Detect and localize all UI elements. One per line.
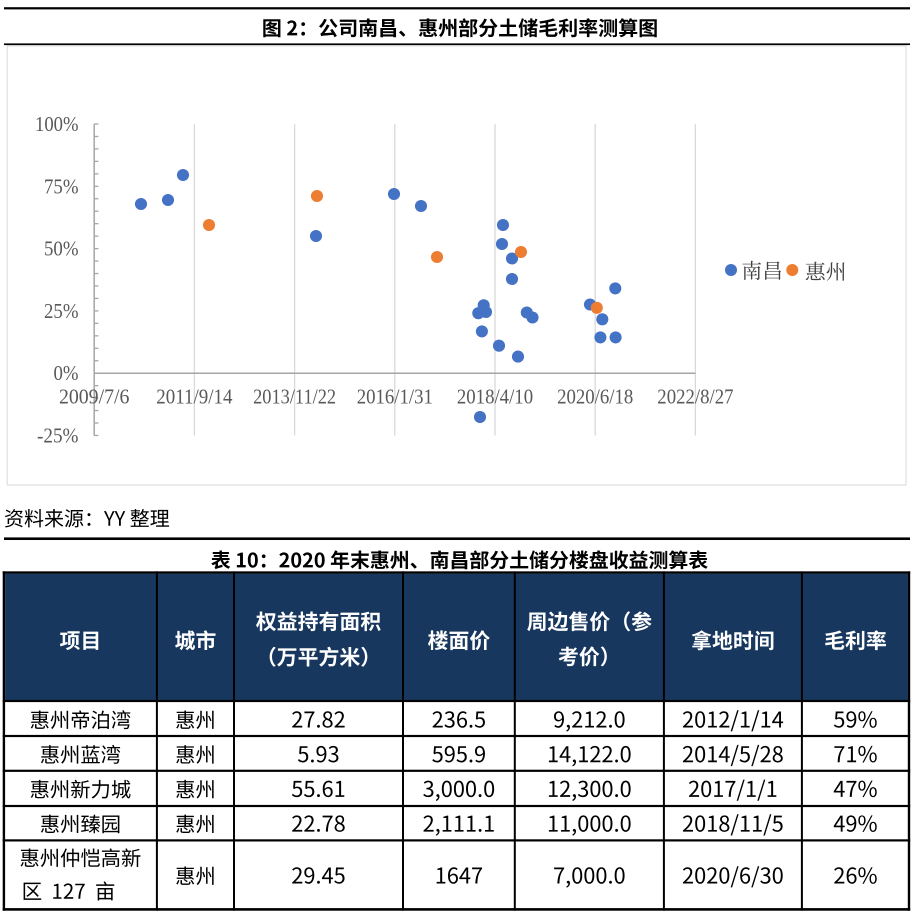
svg-text:25%: 25% — [44, 299, 79, 323]
svg-text:2020/6/18: 2020/6/18 — [557, 385, 633, 409]
svg-text:2016/1/31: 2016/1/31 — [357, 385, 433, 409]
svg-text:75%: 75% — [44, 175, 79, 199]
svg-text:100%: 100% — [35, 112, 79, 136]
svg-text:2022/8/27: 2022/8/27 — [657, 385, 733, 409]
svg-text:50%: 50% — [44, 237, 79, 261]
svg-text:2013/11/22: 2013/11/22 — [253, 385, 336, 409]
svg-text:2011/9/14: 2011/9/14 — [156, 385, 233, 409]
svg-text:2018/4/10: 2018/4/10 — [457, 385, 533, 409]
svg-text:0%: 0% — [54, 361, 79, 385]
svg-text:-25%: -25% — [37, 424, 79, 448]
svg-text:2009/7/6: 2009/7/6 — [59, 385, 130, 409]
